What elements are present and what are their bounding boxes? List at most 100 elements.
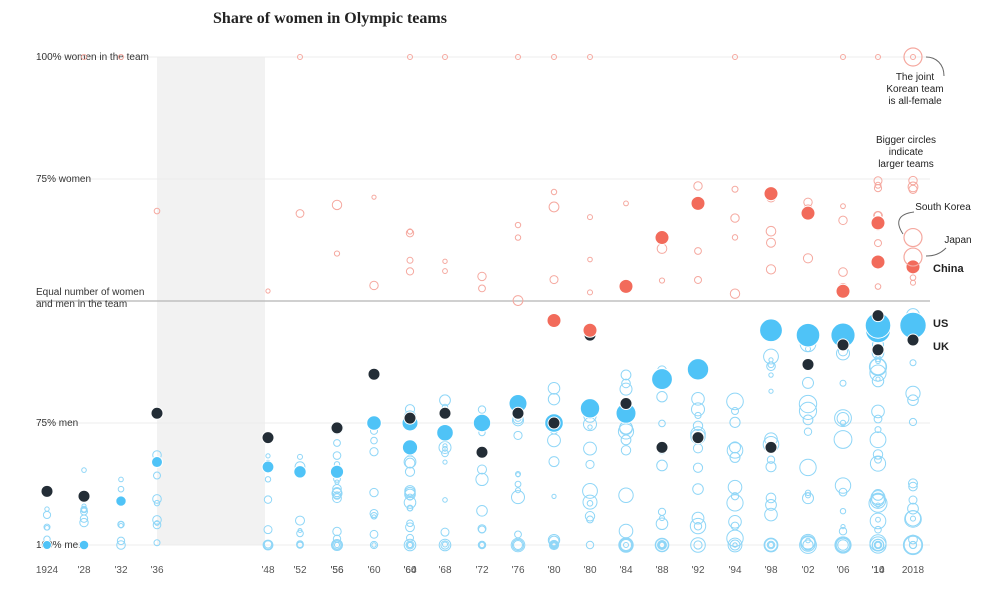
team-circle bbox=[763, 537, 779, 553]
team-circle bbox=[404, 457, 416, 469]
annotation-text: Bigger circles bbox=[876, 135, 936, 146]
team-circle bbox=[332, 526, 342, 537]
uk-circle bbox=[619, 396, 633, 410]
team-circle bbox=[691, 402, 705, 417]
team-circle bbox=[658, 277, 666, 284]
team-circle bbox=[730, 492, 740, 501]
team-circle bbox=[332, 540, 342, 550]
team-circle bbox=[515, 54, 521, 60]
x-tick-label: '48 bbox=[261, 565, 274, 576]
team-circle bbox=[838, 267, 848, 277]
team-circle bbox=[874, 525, 882, 534]
team-circle bbox=[836, 412, 850, 425]
us-circle bbox=[42, 540, 52, 550]
team-circle bbox=[406, 533, 414, 542]
team-circle bbox=[798, 394, 818, 414]
team-circle bbox=[840, 203, 846, 210]
team-circle bbox=[404, 486, 416, 499]
team-circle bbox=[908, 175, 918, 186]
uk-circle bbox=[77, 489, 91, 503]
uk-circle bbox=[764, 440, 778, 454]
team-circle bbox=[691, 511, 705, 525]
team-circle bbox=[370, 436, 378, 445]
team-circle bbox=[118, 522, 124, 529]
uk-circle bbox=[871, 309, 885, 323]
annotation-text: Japan bbox=[944, 235, 971, 246]
team-circle bbox=[514, 234, 522, 241]
team-circle bbox=[803, 427, 813, 436]
team-circle bbox=[515, 487, 521, 494]
annotation-text: is all-female bbox=[888, 96, 942, 107]
team-circle bbox=[587, 214, 593, 221]
team-circle bbox=[868, 493, 888, 513]
team-circle bbox=[439, 394, 451, 407]
team-circle bbox=[583, 441, 597, 456]
team-circle bbox=[551, 493, 557, 499]
south-korea-circle bbox=[903, 227, 923, 248]
team-circle bbox=[550, 188, 558, 196]
annotation-text: US bbox=[933, 318, 948, 330]
team-circle bbox=[81, 506, 87, 513]
team-circle bbox=[582, 494, 598, 510]
x-tick-label: '76 bbox=[511, 565, 524, 576]
x-tick-label: '36 bbox=[150, 565, 163, 576]
team-circle bbox=[802, 492, 814, 505]
team-circle bbox=[872, 488, 884, 501]
team-circle bbox=[655, 517, 669, 531]
team-circle bbox=[511, 538, 525, 552]
team-circle bbox=[763, 348, 779, 365]
x-axis-labels: 1924'28'32'36'48'52'56'56'60'60'64'68'72… bbox=[36, 565, 925, 576]
team-circle bbox=[442, 268, 448, 274]
team-circle bbox=[840, 523, 846, 530]
y-tick-label: Equal number of women bbox=[36, 287, 144, 298]
x-tick-label: '68 bbox=[438, 565, 451, 576]
team-circle bbox=[766, 237, 776, 248]
team-circle bbox=[440, 540, 450, 550]
team-circle bbox=[442, 541, 448, 548]
team-circle bbox=[802, 253, 814, 264]
x-tick-label: 2018 bbox=[902, 565, 925, 576]
team-circle bbox=[692, 443, 704, 454]
team-circle bbox=[904, 510, 922, 527]
team-circle bbox=[515, 471, 521, 478]
china-circle bbox=[690, 195, 706, 211]
team-circle bbox=[910, 515, 916, 522]
chart-title: Share of women in Olympic teams bbox=[213, 10, 447, 27]
team-circle bbox=[118, 476, 124, 483]
team-circle bbox=[441, 449, 449, 458]
team-circle bbox=[731, 185, 739, 193]
team-circle bbox=[477, 405, 487, 414]
team-circle bbox=[729, 451, 741, 463]
team-circle bbox=[834, 477, 852, 494]
team-circle bbox=[514, 221, 522, 229]
team-circle bbox=[690, 537, 706, 553]
team-circle bbox=[839, 419, 847, 427]
team-circle bbox=[406, 541, 414, 549]
china-circle bbox=[835, 283, 851, 299]
annotation-text: UK bbox=[933, 341, 949, 353]
team-circle bbox=[726, 392, 744, 411]
x-tick-label: '88 bbox=[655, 565, 668, 576]
team-circle bbox=[117, 485, 125, 493]
team-circle bbox=[549, 275, 559, 285]
team-circle bbox=[618, 537, 634, 553]
team-circle bbox=[910, 279, 916, 286]
team-circle bbox=[152, 515, 162, 525]
team-circle bbox=[116, 536, 126, 546]
china-circle bbox=[870, 215, 886, 231]
x-tick-label: '32 bbox=[114, 565, 127, 576]
team-circle bbox=[909, 359, 917, 367]
team-circle bbox=[873, 176, 883, 186]
team-circle bbox=[442, 443, 448, 449]
china-circle bbox=[654, 230, 670, 246]
team-circle bbox=[79, 514, 89, 523]
team-circle bbox=[152, 520, 162, 530]
uk-circle bbox=[367, 367, 381, 381]
x-tick-label: '92 bbox=[691, 565, 704, 576]
team-circle bbox=[767, 541, 775, 549]
team-circle bbox=[623, 542, 629, 548]
team-circle bbox=[477, 271, 487, 282]
team-circle bbox=[442, 497, 448, 503]
annotation-text: South Korea bbox=[915, 202, 971, 213]
